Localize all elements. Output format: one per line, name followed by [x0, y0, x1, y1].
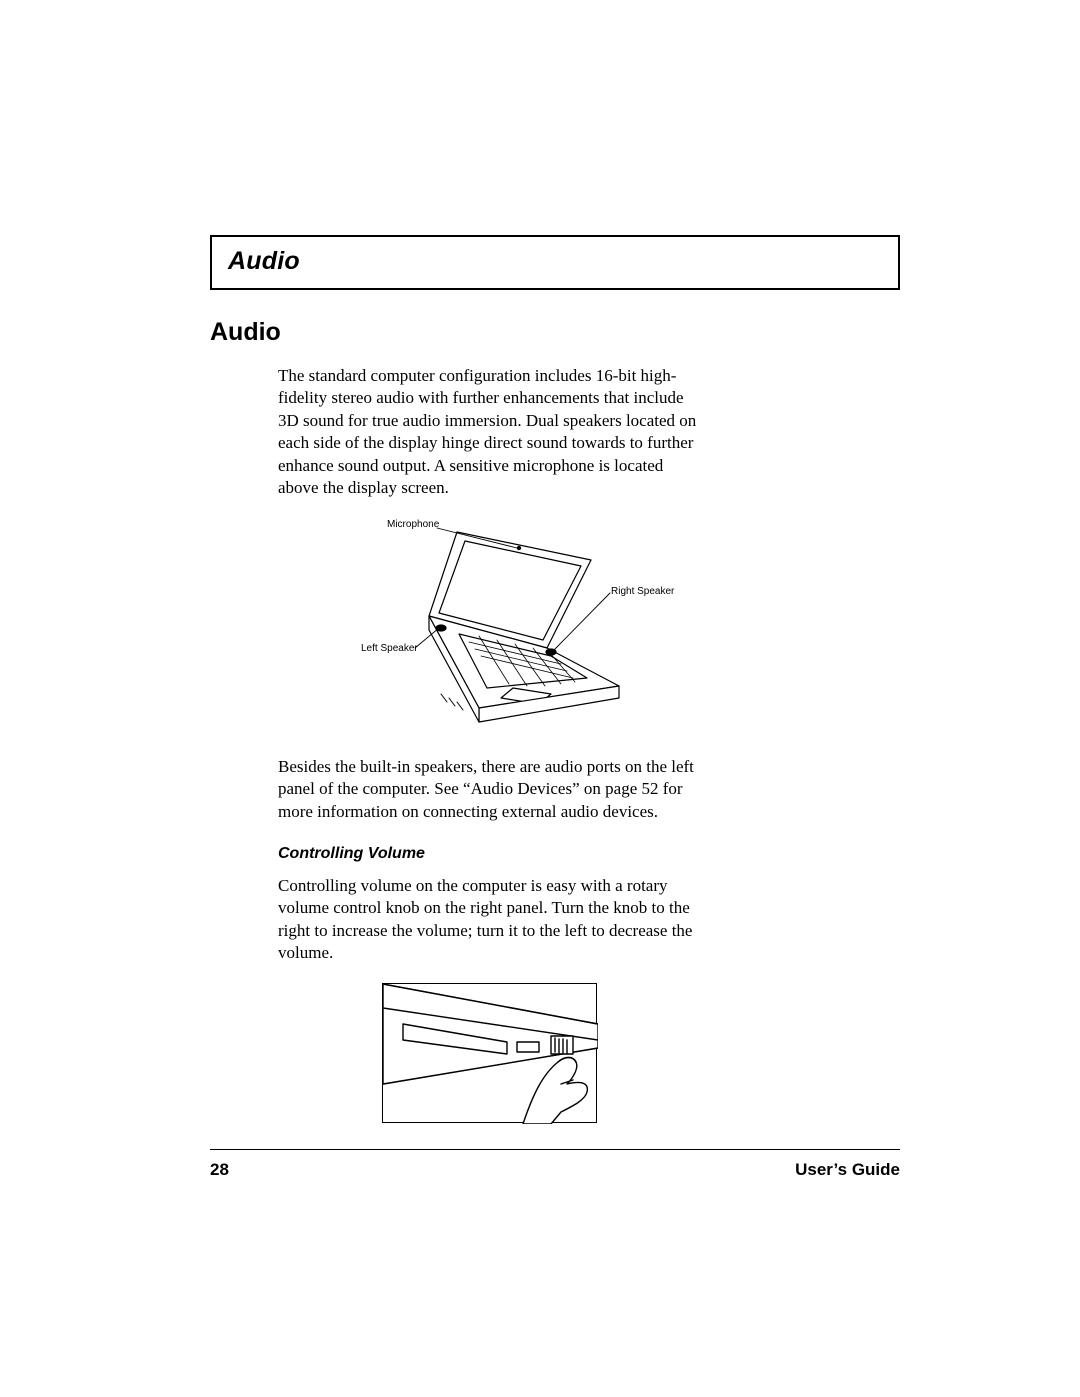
chapter-header-box: Audio	[210, 235, 900, 290]
figure-label-left-speaker: Left Speaker	[361, 643, 418, 654]
page-number: 28	[210, 1160, 229, 1180]
subheading-controlling-volume: Controlling Volume	[278, 845, 700, 863]
footer-title: User’s Guide	[795, 1160, 900, 1180]
body-column: The standard computer configuration incl…	[278, 365, 700, 1123]
intro-paragraph: The standard computer configuration incl…	[278, 365, 700, 500]
page-content: Audio Audio The standard computer config…	[210, 235, 900, 1180]
volume-knob-svg	[383, 984, 598, 1124]
figure-label-right-speaker: Right Speaker	[611, 586, 674, 597]
section-heading: Audio	[210, 318, 900, 347]
controlling-volume-paragraph: Controlling volume on the computer is ea…	[278, 875, 700, 965]
laptop-figure: Microphone Right Speaker Left Speaker	[329, 518, 649, 736]
volume-knob-figure	[382, 983, 597, 1123]
footer-rule	[210, 1149, 900, 1150]
after-figure-paragraph: Besides the built-in speakers, there are…	[278, 756, 700, 823]
figure-label-microphone: Microphone	[387, 519, 439, 530]
laptop-diagram-svg	[329, 518, 649, 736]
chapter-header-title: Audio	[228, 247, 882, 276]
page-footer: 28 User’s Guide	[210, 1160, 900, 1180]
